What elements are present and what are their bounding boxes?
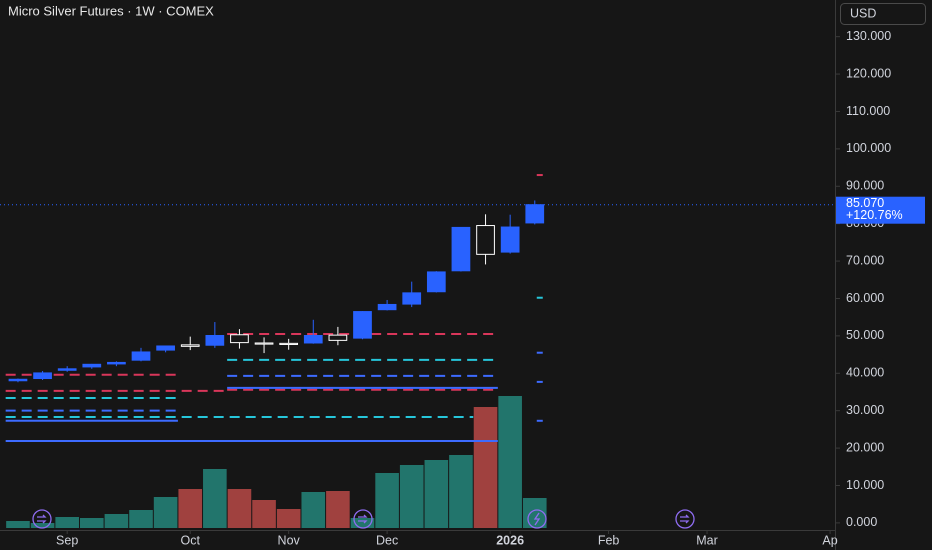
volume-bar bbox=[399, 465, 424, 528]
volume-bar bbox=[30, 523, 55, 528]
volume-bar bbox=[227, 489, 252, 528]
volume-bar bbox=[55, 517, 79, 528]
candle-body bbox=[279, 342, 299, 345]
volume-bar bbox=[153, 497, 178, 528]
volume-bar bbox=[301, 492, 326, 528]
candle-body bbox=[254, 342, 274, 345]
x-tick-label: Nov bbox=[278, 533, 301, 547]
y-tick-label: 130.000 bbox=[846, 29, 891, 43]
candle-body bbox=[377, 303, 397, 311]
candle-body bbox=[525, 204, 545, 224]
candle-body bbox=[8, 378, 28, 382]
currency-label: USD bbox=[850, 6, 876, 20]
candle-body bbox=[500, 226, 520, 253]
volume-bar bbox=[178, 489, 203, 528]
candle-body bbox=[451, 226, 471, 272]
volume-bar bbox=[326, 491, 350, 528]
volume-bar bbox=[350, 518, 375, 528]
volume-bar bbox=[6, 521, 30, 528]
event-icon-glyph bbox=[680, 514, 690, 524]
volume-bar bbox=[375, 473, 399, 528]
x-tick-label: Feb bbox=[598, 533, 620, 547]
x-tick-label: Sep bbox=[56, 533, 78, 547]
volume-bar bbox=[522, 498, 547, 528]
volume-bar bbox=[498, 396, 522, 528]
last-price-box bbox=[836, 196, 925, 224]
candle-body bbox=[131, 351, 151, 361]
volume-bar bbox=[424, 460, 449, 528]
candle-body bbox=[205, 335, 225, 346]
y-tick-label: 30.000 bbox=[846, 403, 884, 417]
volume-bar bbox=[203, 469, 227, 528]
x-tick-label: Ap bbox=[822, 533, 837, 547]
chart-title: Micro Silver Futures · 1W · COMEX bbox=[8, 3, 214, 18]
event-icon-glyph bbox=[358, 514, 368, 524]
candle-body bbox=[328, 334, 348, 341]
y-tick-label: 60.000 bbox=[846, 291, 884, 305]
plot-area bbox=[0, 174, 835, 528]
x-tick-label: 2026 bbox=[496, 533, 524, 547]
volume-bar bbox=[252, 500, 276, 528]
volume-bar bbox=[449, 455, 473, 528]
volume-bar bbox=[473, 407, 498, 528]
candle-body bbox=[180, 344, 200, 347]
volume-bar bbox=[104, 514, 129, 528]
candle-body bbox=[156, 345, 175, 351]
event-icons bbox=[32, 509, 695, 529]
y-tick-label: 10.000 bbox=[846, 478, 884, 492]
candle-body bbox=[353, 311, 372, 339]
candle-body bbox=[57, 368, 77, 371]
candle-body bbox=[107, 361, 126, 365]
y-tick-label: 100.000 bbox=[846, 141, 891, 155]
candle-body bbox=[303, 335, 323, 344]
event-icon-glyph bbox=[533, 512, 541, 526]
event-icon[interactable] bbox=[353, 509, 373, 529]
currency-button[interactable] bbox=[840, 3, 926, 25]
y-tick-label: 20.000 bbox=[846, 440, 884, 454]
x-tick-label: Dec bbox=[376, 533, 398, 547]
y-tick-label: 70.000 bbox=[846, 253, 884, 267]
candle-body bbox=[33, 372, 52, 380]
y-tick-label: 110.000 bbox=[846, 104, 890, 118]
candle-body bbox=[476, 225, 495, 255]
y-tick-label: 40.000 bbox=[846, 366, 884, 380]
event-icon-glyph bbox=[37, 514, 47, 524]
last-price-label: 85.070 bbox=[846, 196, 884, 210]
y-tick-label: 0.000 bbox=[846, 515, 877, 529]
volume-bar bbox=[276, 509, 301, 528]
volume-bar bbox=[129, 510, 153, 528]
candle-body bbox=[426, 271, 446, 293]
y-tick-label: 120.000 bbox=[846, 66, 891, 80]
candle-body bbox=[230, 334, 249, 344]
event-icon[interactable] bbox=[32, 509, 52, 529]
volume-bar bbox=[79, 518, 104, 528]
y-tick-label: 50.000 bbox=[846, 328, 884, 342]
event-icon[interactable] bbox=[527, 509, 547, 529]
x-tick-label: Mar bbox=[696, 533, 718, 547]
candle-body bbox=[82, 363, 102, 368]
event-icon[interactable] bbox=[675, 509, 695, 529]
change-label: +120.76% bbox=[846, 208, 903, 222]
x-tick-label: Oct bbox=[181, 533, 201, 547]
candle-body bbox=[402, 292, 422, 305]
y-tick-label: 90.000 bbox=[846, 179, 884, 193]
